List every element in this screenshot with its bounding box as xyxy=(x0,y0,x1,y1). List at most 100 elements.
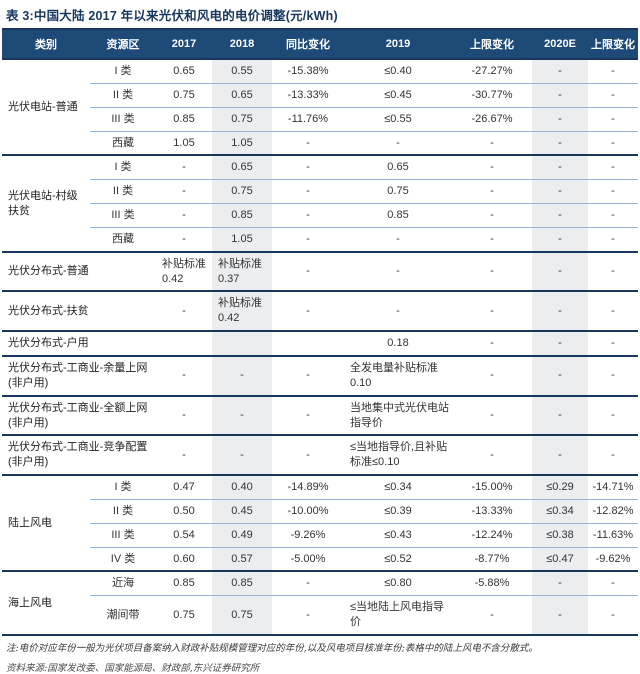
value-cell: - xyxy=(532,226,588,252)
value-cell xyxy=(272,330,344,356)
table-notes: 注:电价对应年份一般为光伏项目备案纳入财政补贴规模管理对应的年份,以及风电项目核… xyxy=(2,636,638,674)
value-cell: - xyxy=(532,82,588,108)
value-cell: - xyxy=(588,250,638,292)
resource-zone-cell: III 类 xyxy=(90,203,156,228)
value-cell: 0.75 xyxy=(212,106,272,132)
table-row: IV 类 0.60 0.57 -5.00% ≤0.52 -8.77% ≤0.47 -9.62% xyxy=(2,546,638,572)
table-row: III 类 0.54 0.49 -9.26% ≤0.43 -12.24% ≤0.38 -11.… xyxy=(2,522,638,548)
value-cell: - xyxy=(452,290,532,332)
value-cell: - xyxy=(272,595,344,635)
col-header-cap-change-2020e: 上限变化 xyxy=(588,28,638,59)
value-cell: 0.45 xyxy=(212,498,272,524)
value-cell: -27.27% xyxy=(452,57,532,84)
value-cell: ≤0.29 xyxy=(532,474,588,500)
value-cell: 0.85 xyxy=(156,106,212,132)
value-cell: - xyxy=(272,434,344,476)
resource-zone-cell: I 类 xyxy=(90,154,156,180)
resource-zone-cell: I 类 xyxy=(90,57,156,84)
value-cell: - xyxy=(452,394,532,436)
col-header-cap-change-2019: 上限变化 xyxy=(452,28,532,59)
resource-zone-cell: IV 类 xyxy=(90,546,156,572)
value-cell: -8.77% xyxy=(452,546,532,572)
value-cell: -5.88% xyxy=(452,570,532,596)
value-cell: - xyxy=(272,394,344,436)
value-cell: - xyxy=(452,154,532,180)
col-header-category: 类别 xyxy=(2,28,90,59)
value-cell: -5.00% xyxy=(272,546,344,572)
value-cell: 0.75 xyxy=(344,179,452,204)
table-row: 光伏分布式-扶贫 - 补贴标准 0.42- - - - - xyxy=(2,290,638,332)
value-cell: - xyxy=(272,203,344,228)
value-cell xyxy=(156,330,212,356)
value-cell: - xyxy=(272,154,344,180)
table-row: 光伏分布式-普通 补贴标准 0.42 补贴标准 0.37- - - - - xyxy=(2,250,638,292)
value-cell: 0.49 xyxy=(212,522,272,548)
value-cell: - xyxy=(588,290,638,332)
resource-zone-cell: I 类 xyxy=(90,474,156,500)
value-cell: - xyxy=(532,354,588,396)
value-cell: - xyxy=(532,154,588,180)
value-cell: - xyxy=(532,179,588,204)
header-row: 类别 资源区 2017 2018 同比变化 2019 上限变化 2020E 上限… xyxy=(2,28,638,59)
value-cell: 1.05 xyxy=(212,226,272,252)
value-cell: - xyxy=(532,250,588,292)
category-cell: 光伏分布式-户用 xyxy=(2,330,156,356)
value-cell: ≤0.52 xyxy=(344,546,452,572)
value-cell: 0.47 xyxy=(156,474,212,500)
category-cell: 光伏分布式-普通 xyxy=(2,250,156,292)
category-cell: 海上风电 xyxy=(2,570,90,635)
value-cell: 0.75 xyxy=(212,179,272,204)
value-cell: - xyxy=(588,595,638,635)
resource-zone-cell: II 类 xyxy=(90,179,156,204)
value-cell: - xyxy=(588,179,638,204)
value-cell: - xyxy=(212,394,272,436)
resource-zone-cell: 西藏 xyxy=(90,226,156,252)
col-header-resource-zone: 资源区 xyxy=(90,28,156,59)
table-row: 陆上风电 I 类 0.47 0.40 -14.89% ≤0.34 -15.00% ≤0.29-… xyxy=(2,474,638,572)
value-cell: - xyxy=(272,354,344,396)
source-line: 资料来源:国家发改委、国家能源局、财政部,东兴证券研究所 xyxy=(6,663,260,674)
category-cell: 光伏分布式-扶贫 xyxy=(2,290,156,332)
table-header: 类别 资源区 2017 2018 同比变化 2019 上限变化 2020E 上限… xyxy=(2,28,638,59)
value-cell: - xyxy=(532,330,588,356)
resource-zone-cell: II 类 xyxy=(90,82,156,108)
resource-zone-cell: 西藏 xyxy=(90,130,156,156)
value-cell: ≤当地陆上风电指导价 xyxy=(344,595,452,635)
table-row: 西藏 -1.05- - - - - xyxy=(2,226,638,252)
resource-zone-cell: 近海 xyxy=(90,570,156,596)
value-cell: 补贴标准 0.42 xyxy=(212,290,272,332)
value-cell: 0.40 xyxy=(212,474,272,500)
value-cell: 1.05 xyxy=(212,130,272,156)
value-cell: -14.71% xyxy=(588,474,638,500)
value-cell: - xyxy=(212,434,272,476)
value-cell: ≤0.39 xyxy=(344,498,452,524)
value-cell: ≤0.43 xyxy=(344,522,452,548)
value-cell: -12.82% xyxy=(588,498,638,524)
value-cell: - xyxy=(532,290,588,332)
value-cell: - xyxy=(532,434,588,476)
value-cell: 0.65 xyxy=(344,154,452,180)
value-cell: 0.57 xyxy=(212,546,272,572)
value-cell: - xyxy=(532,203,588,228)
table-title: 表 3:中国大陆 2017 年以来光伏和风电的电价调整(元/kWh) xyxy=(6,9,338,23)
value-cell: -13.33% xyxy=(272,82,344,108)
col-header-2017: 2017 xyxy=(156,28,212,59)
value-cell: 0.54 xyxy=(156,522,212,548)
value-cell: - xyxy=(532,570,588,596)
value-cell: - xyxy=(588,434,638,476)
value-cell: - xyxy=(272,226,344,252)
value-cell: ≤0.38 xyxy=(532,522,588,548)
value-cell: - xyxy=(452,354,532,396)
value-cell: ≤0.34 xyxy=(532,498,588,524)
value-cell: -30.77% xyxy=(452,82,532,108)
value-cell: - xyxy=(452,595,532,635)
value-cell: 0.75 xyxy=(156,82,212,108)
value-cell: -15.00% xyxy=(452,474,532,500)
value-cell: - xyxy=(588,203,638,228)
value-cell xyxy=(212,330,272,356)
value-cell: - xyxy=(452,226,532,252)
category-cell: 光伏电站-村级扶贫 xyxy=(2,154,90,252)
value-cell: - xyxy=(344,130,452,156)
value-cell: - xyxy=(532,595,588,635)
category-cell: 光伏分布式-工商业-余量上网(非户用) xyxy=(2,354,156,396)
